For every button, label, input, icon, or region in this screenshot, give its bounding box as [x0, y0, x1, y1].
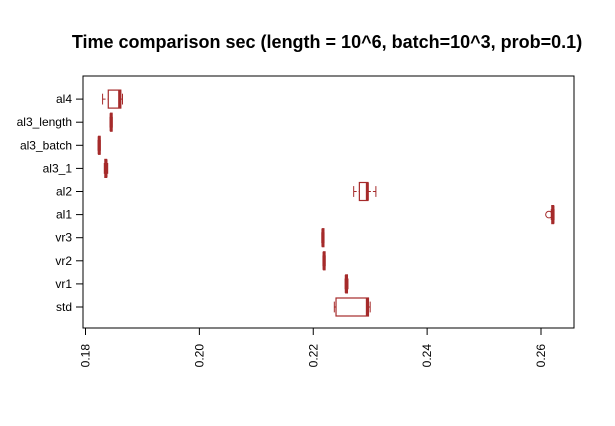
plot-frame [82, 75, 575, 329]
box-std [333, 297, 371, 317]
box-vr3 [321, 228, 325, 248]
x-tick-label: 0.24 [420, 344, 434, 368]
y-tick-label: std [56, 300, 72, 314]
y-tick-label: vr1 [55, 277, 72, 291]
box-al3_batch [97, 135, 101, 155]
box-al1 [545, 205, 555, 225]
y-tick-label: al3_1 [43, 161, 73, 175]
y-axis: std vr1 vr2 vr3 al1 al2 al3_1 al3_batch al3_leng… [17, 92, 83, 314]
y-tick-label: al4 [56, 92, 72, 106]
x-tick-label: 0.26 [534, 344, 548, 368]
box-vr2 [322, 251, 326, 271]
box-al3_length [109, 112, 113, 132]
box-al4 [102, 89, 124, 109]
y-tick-label: al2 [56, 185, 72, 199]
x-tick-label: 0.22 [306, 344, 320, 368]
box-al3_1 [103, 158, 109, 178]
box-al2 [353, 181, 377, 202]
x-tick-label: 0.20 [192, 344, 206, 368]
y-tick-label: vr2 [55, 254, 72, 268]
chart-title: Time comparison sec (length = 10^6, batc… [72, 32, 582, 52]
boxes-group [97, 89, 555, 317]
y-tick-label: al3_batch [20, 138, 72, 152]
outlier-point [545, 210, 553, 219]
x-axis: 0.18 0.20 0.22 0.24 0.26 [79, 327, 548, 368]
y-tick-label: vr3 [55, 231, 72, 245]
box-vr1 [344, 274, 349, 294]
y-tick-label: al3_length [17, 115, 72, 129]
y-tick-label: al1 [56, 208, 72, 222]
x-tick-label: 0.18 [79, 344, 93, 368]
box-iqr [335, 297, 370, 317]
